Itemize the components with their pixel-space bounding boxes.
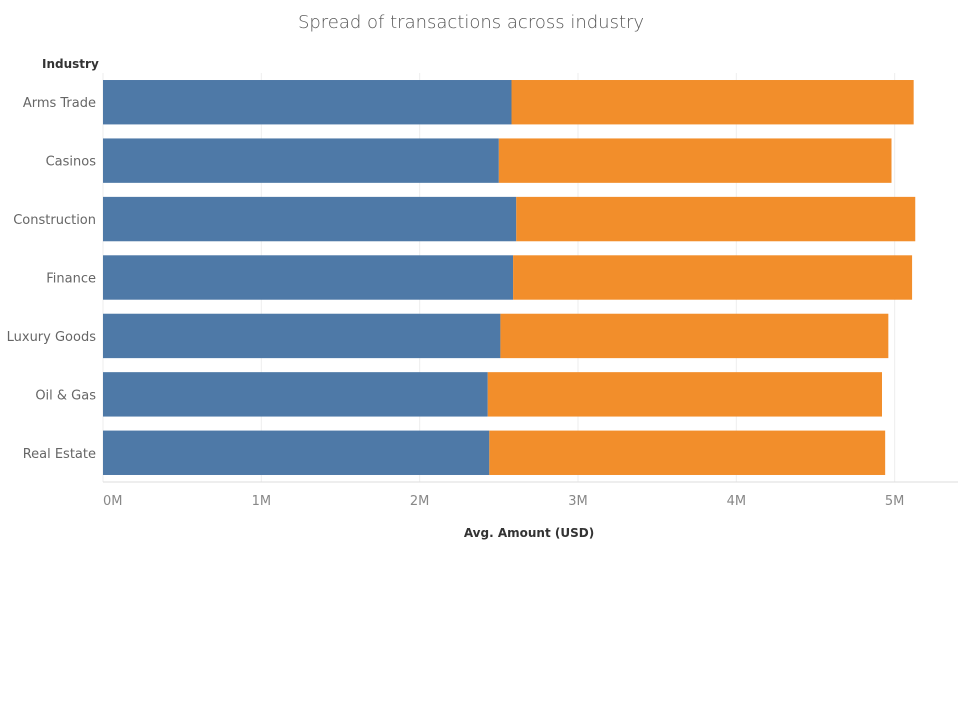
x-axis-title: Avg. Amount (USD): [464, 526, 594, 540]
bar-segment-2: [498, 138, 892, 183]
bar-segment-1: [103, 255, 514, 300]
x-tick-label: 2M: [410, 494, 430, 509]
bar-segment-1: [103, 372, 488, 417]
x-tick-label: 0M: [103, 494, 123, 509]
category-label: Oil & Gas: [35, 388, 96, 403]
bar-segment-2: [489, 430, 886, 475]
bar-segment-1: [103, 430, 490, 475]
category-label: Finance: [46, 272, 96, 287]
bar-segment-1: [103, 138, 499, 183]
bars: [103, 80, 916, 475]
category-label: Luxury Goods: [7, 330, 97, 345]
bar-segment-1: [103, 80, 512, 125]
x-tick-label: 5M: [885, 494, 905, 509]
category-label: Casinos: [46, 155, 97, 170]
bar-segment-2: [513, 255, 913, 300]
bar-segment-2: [500, 313, 889, 359]
x-axis-ticks: 0M 1M 2M 3M 4M 5M: [103, 494, 904, 509]
category-label: Arms Trade: [23, 96, 96, 111]
bar-segment-1: [103, 313, 501, 359]
y-axis-title: Industry: [42, 57, 99, 71]
bar-segment-2: [516, 196, 916, 242]
category-label: Construction: [13, 213, 96, 228]
bar-segment-2: [487, 372, 882, 417]
x-tick-label: 3M: [568, 494, 588, 509]
category-label: Real Estate: [23, 447, 96, 462]
chart-title: Spread of transactions across industry: [297, 12, 645, 33]
category-labels: Arms Trade Casinos Construction Finance Luxu…: [7, 96, 97, 462]
bar-segment-1: [103, 196, 517, 242]
x-tick-label: 4M: [727, 494, 747, 509]
bar-segment-2: [511, 80, 914, 125]
x-tick-label: 1M: [252, 494, 272, 509]
